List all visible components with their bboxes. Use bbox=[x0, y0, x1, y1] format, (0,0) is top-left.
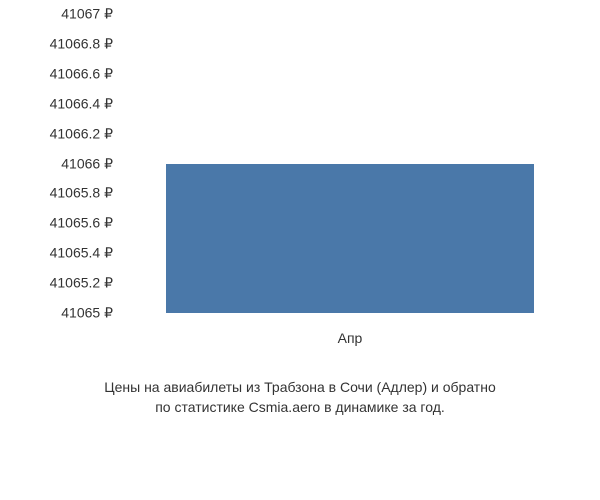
plot-area bbox=[120, 14, 580, 313]
y-tick-label: 41066 ₽ bbox=[61, 155, 113, 172]
y-tick-label: 41066.2 ₽ bbox=[50, 125, 113, 142]
y-tick-label: 41067 ₽ bbox=[61, 6, 113, 23]
chart-caption: Цены на авиабилеты из Трабзона в Сочи (А… bbox=[0, 378, 600, 417]
y-tick-label: 41065.8 ₽ bbox=[50, 185, 113, 202]
y-tick-label: 41065.6 ₽ bbox=[50, 215, 113, 232]
y-tick-label: 41065 ₽ bbox=[61, 305, 113, 322]
bar-chart: 41067 ₽ 41066.8 ₽ 41066.6 ₽ 41066.4 ₽ 41066.… bbox=[0, 0, 600, 500]
y-tick-label: 41066.6 ₽ bbox=[50, 65, 113, 82]
y-tick-label: 41065.2 ₽ bbox=[50, 275, 113, 292]
y-tick-label: 41065.4 ₽ bbox=[50, 245, 113, 262]
x-tick-label: Апр bbox=[338, 330, 363, 346]
caption-line-2: по статистике Csmia.aero в динамике за г… bbox=[0, 398, 600, 418]
caption-line-1: Цены на авиабилеты из Трабзона в Сочи (А… bbox=[0, 378, 600, 398]
y-tick-label: 41066.8 ₽ bbox=[50, 35, 113, 52]
y-tick-label: 41066.4 ₽ bbox=[50, 95, 113, 112]
bar bbox=[166, 164, 534, 314]
